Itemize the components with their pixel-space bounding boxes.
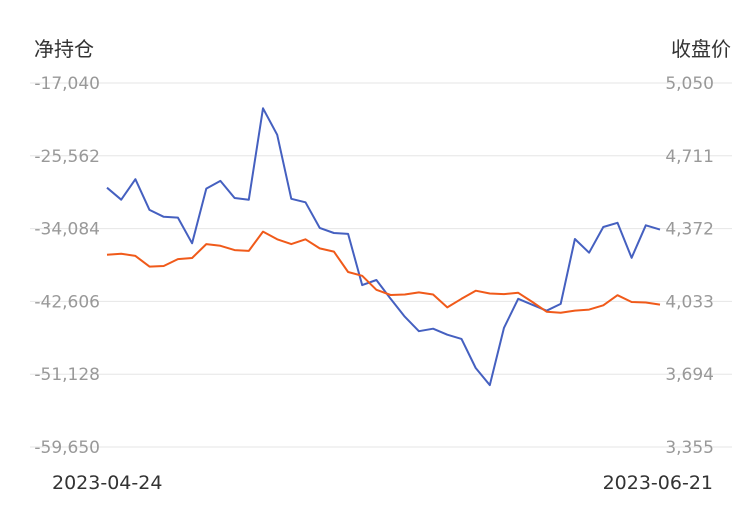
right-axis-ticks: 5,050 4,711 4,372 4,033 3,694 3,355 (665, 74, 714, 458)
left-tick-label: -42,606 (34, 292, 100, 312)
left-tick-label: -17,040 (34, 74, 100, 94)
right-tick-label: 5,050 (665, 74, 714, 94)
right-tick-label: 3,694 (665, 365, 714, 385)
right-tick-label: 3,355 (665, 438, 714, 458)
right-axis-title: 收盘价 (671, 37, 731, 61)
left-tick-label: -59,650 (34, 438, 100, 458)
left-tick-label: -25,562 (34, 147, 100, 167)
right-tick-label: 4,711 (665, 147, 714, 167)
left-axis-ticks: -17,040 -25,562 -34,084 -42,606 -51,128 -59,6… (34, 74, 100, 458)
left-tick-label: -34,084 (34, 220, 100, 240)
gridlines (30, 82, 732, 448)
close-price-line (106, 230, 661, 314)
series-lines (106, 107, 661, 387)
right-tick-label: 4,372 (665, 220, 714, 240)
x-end-label: 2023-06-21 (603, 472, 713, 494)
left-tick-label: -51,128 (34, 365, 100, 385)
right-tick-label: 4,033 (665, 292, 714, 312)
left-axis-title: 净持仓 (34, 37, 94, 61)
net-position-line (106, 107, 661, 387)
x-start-label: 2023-04-24 (52, 472, 162, 494)
